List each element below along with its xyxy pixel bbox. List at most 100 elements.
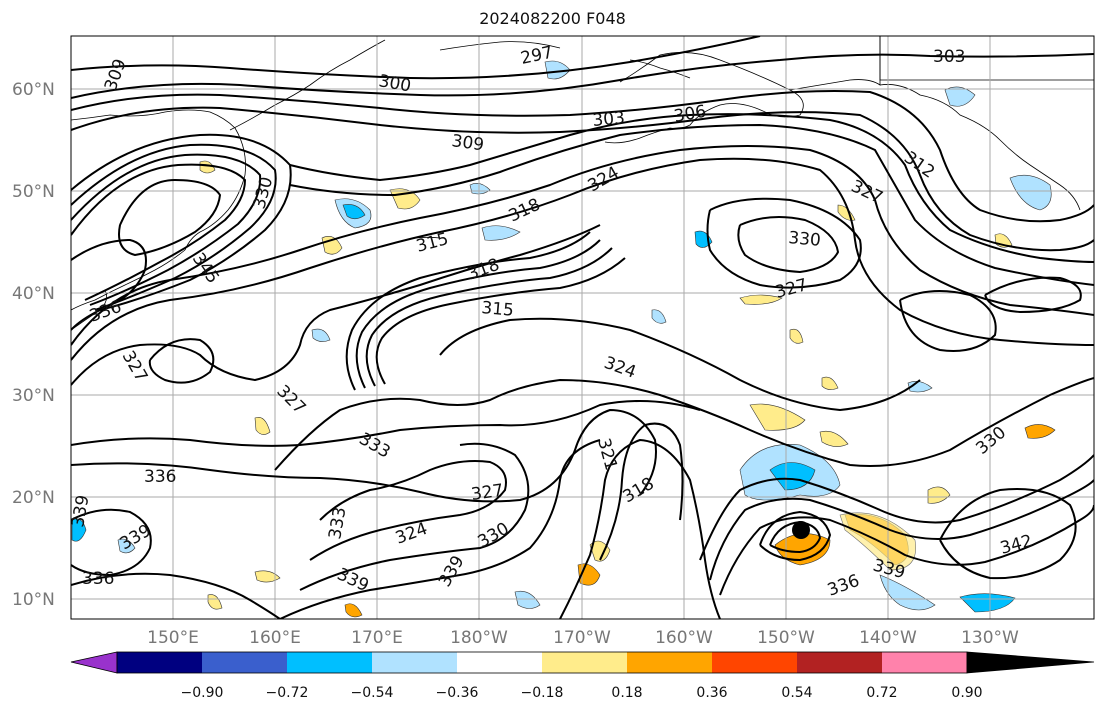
contour-line <box>737 216 840 274</box>
contour-line <box>71 572 281 619</box>
contour-line <box>71 106 1094 252</box>
contour-line <box>899 290 997 352</box>
colorbar-segment <box>202 652 287 673</box>
colorbar-segment <box>542 652 627 673</box>
plot-frame <box>70 35 1095 620</box>
colorbar-segment <box>117 652 202 673</box>
colorbar-segment <box>287 652 372 673</box>
contour-line <box>984 276 1082 314</box>
contour-label: 327 <box>470 481 505 505</box>
colorbar-label: 0.54 <box>781 685 812 701</box>
lon-label: 140°W <box>859 628 917 648</box>
contour-line <box>289 123 1094 286</box>
colorbar-label: −0.90 <box>181 685 224 701</box>
longitude-labels: 150°E 160°E 170°E 180°W 170°W 160°W 150°… <box>147 628 1019 648</box>
contour-line <box>375 257 626 385</box>
colorbar: −0.90 −0.72 −0.54 −0.36 −0.18 0.18 0.36 … <box>70 651 1095 701</box>
contour-line <box>299 442 530 591</box>
contour-line <box>345 231 591 391</box>
yellow-patch <box>819 430 849 447</box>
kamchatka-coast <box>229 39 386 131</box>
lat-label: 40°N <box>12 284 55 304</box>
contour-line <box>759 510 832 562</box>
cyan-patch <box>959 593 1016 613</box>
contour-line <box>939 488 1077 580</box>
colorbar-label: −0.72 <box>266 685 309 701</box>
contour-line <box>559 438 721 619</box>
yellow-patch <box>749 403 806 431</box>
colorbar-segment <box>372 652 457 673</box>
contour-line <box>71 153 262 306</box>
lon-label: 160°W <box>655 628 713 648</box>
contour-line <box>71 508 152 577</box>
yellow-patch <box>207 594 223 610</box>
yellow-patch <box>1024 424 1056 439</box>
contour-line <box>355 239 601 389</box>
blue-patch <box>514 591 541 609</box>
alaska-coast <box>629 59 691 79</box>
lon-label: 180°W <box>450 628 508 648</box>
colorbar-label: 0.90 <box>951 685 982 701</box>
lat-label: 20°N <box>12 488 55 508</box>
lon-label: 170°W <box>553 628 611 648</box>
yellow-patch <box>344 603 363 618</box>
contour-line <box>71 53 1094 99</box>
lon-label: 130°W <box>961 628 1019 648</box>
contour-line <box>71 224 601 386</box>
lon-label: 150°W <box>757 628 815 648</box>
map-title: 2024082200 F048 <box>479 9 626 28</box>
contour-line <box>71 90 1094 223</box>
colorbar-segment <box>627 652 712 673</box>
lon-label: 150°E <box>147 628 199 648</box>
contour-line <box>71 36 761 80</box>
contour-line <box>274 377 1094 471</box>
contour-line <box>71 400 701 447</box>
contour-label: 315 <box>481 298 515 321</box>
colorbar-segment <box>712 652 797 673</box>
contour-line <box>699 454 1094 561</box>
colorbar-label: −0.18 <box>521 685 564 701</box>
colorbar-segment <box>797 652 882 673</box>
yellow-patch <box>739 294 783 305</box>
yellow-patch <box>789 328 804 344</box>
colorbar-segment <box>882 652 967 673</box>
colorbar-label: 0.72 <box>866 685 897 701</box>
kuril-islands <box>71 249 186 311</box>
colorbar-labels: −0.90 −0.72 −0.54 −0.36 −0.18 0.18 0.36 … <box>181 685 983 701</box>
colorbar-extend-low <box>70 651 118 674</box>
contour-line <box>71 133 292 331</box>
contour-line <box>289 113 1094 263</box>
contours <box>71 36 1094 619</box>
bering-coast <box>439 41 561 51</box>
colorbar-label: 0.36 <box>696 685 727 701</box>
blue-patch <box>117 538 136 554</box>
contour-label: 330 <box>788 228 822 251</box>
contour-label: 339 <box>68 493 93 528</box>
blue-patch <box>481 225 521 241</box>
contour-label: 303 <box>933 47 965 67</box>
colorbar-segment <box>457 652 542 673</box>
kamchatka-coast <box>184 127 246 251</box>
colorbar-label: −0.36 <box>436 685 479 701</box>
blue-patch <box>1009 174 1052 211</box>
contour-line <box>769 520 822 554</box>
contour-label: 336 <box>82 569 114 589</box>
contour-label: 303 <box>592 108 626 131</box>
plot-area: 303 300 297 303 309 306 309 312 324 327 … <box>68 36 1094 619</box>
contour-line <box>148 338 215 384</box>
lat-label: 30°N <box>12 386 55 406</box>
russia-coast <box>71 109 236 129</box>
lat-label: 10°N <box>12 590 55 610</box>
contour-line <box>706 197 862 289</box>
yellow-patch <box>589 540 611 562</box>
yellow-patch <box>821 376 839 390</box>
contour-line <box>71 408 657 503</box>
blue-patch <box>651 309 667 324</box>
blue-patch <box>944 86 976 107</box>
colorbar-label: 0.18 <box>611 685 642 701</box>
colorbar-label: −0.54 <box>351 685 394 701</box>
contour-line <box>71 238 147 306</box>
contour-label: 309 <box>450 131 485 155</box>
contour-line <box>365 247 613 387</box>
lon-label: 160°E <box>249 628 301 648</box>
